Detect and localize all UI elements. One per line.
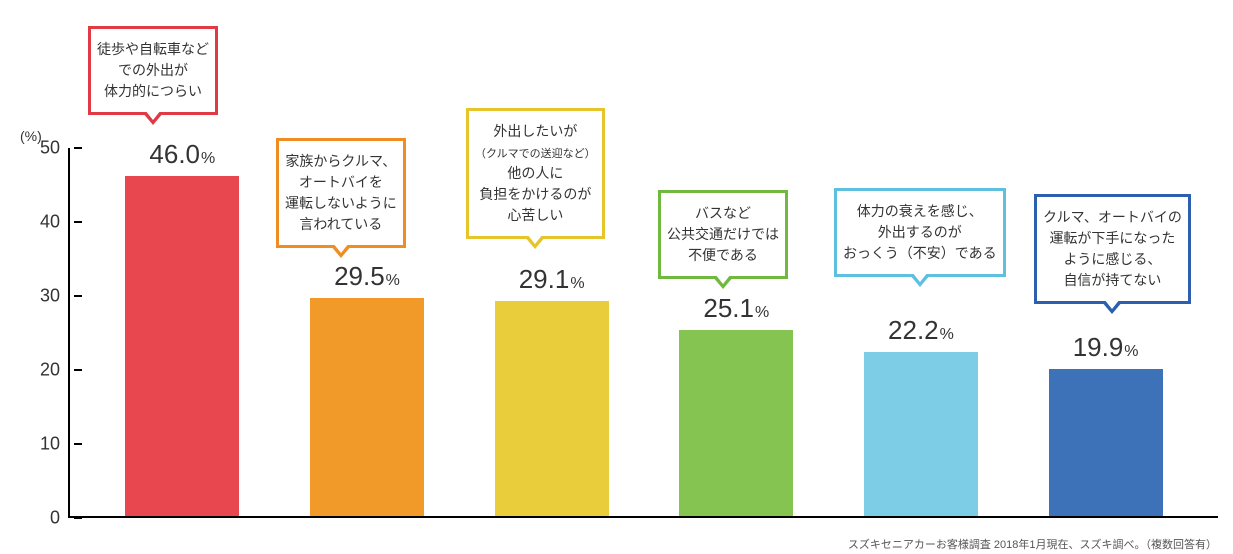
bar-chart: (%) 01020304050 46.0%29.5%29.1%25.1%22.2… xyxy=(0,0,1233,554)
y-tick-label: 40 xyxy=(24,212,60,233)
callout-bubble: バスなど公共交通だけでは不便である xyxy=(658,190,788,279)
y-tick-label: 10 xyxy=(24,434,60,455)
y-tick-label: 30 xyxy=(24,286,60,307)
callout-arrow-inner xyxy=(912,272,928,282)
callout-arrow-inner xyxy=(1104,299,1120,309)
callout-bubble: クルマ、オートバイの運転が下手になったように感じる、自信が持てない xyxy=(1034,194,1191,304)
y-axis: 01020304050 xyxy=(14,148,60,528)
y-tick-label: 50 xyxy=(24,138,60,159)
callouts-layer: 徒歩や自転車などでの外出が体力的につらい家族からクルマ、オートバイを運転しないよ… xyxy=(68,0,1218,370)
bar xyxy=(1049,369,1163,516)
callout-bubble: 外出したいが（クルマでの送迎など）他の人に負担をかけるのが心苦しい xyxy=(466,108,605,239)
bar xyxy=(864,352,978,516)
callout-arrow-inner xyxy=(715,274,731,284)
callout-arrow-inner xyxy=(333,243,349,253)
callout-bubble: 体力の衰えを感じ、外出するのがおっくう（不安）である xyxy=(834,188,1006,277)
callout-arrow-inner xyxy=(527,234,543,244)
y-tick-label: 0 xyxy=(24,508,60,529)
source-note: スズキセニアカーお客様調査 2018年1月現在、スズキ調べ。（複数回答有） xyxy=(848,536,1217,552)
callout-bubble: 家族からクルマ、オートバイを運転しないように言われている xyxy=(276,138,406,248)
y-tick-label: 20 xyxy=(24,360,60,381)
callout-bubble: 徒歩や自転車などでの外出が体力的につらい xyxy=(88,26,218,115)
callout-arrow-inner xyxy=(145,110,161,120)
